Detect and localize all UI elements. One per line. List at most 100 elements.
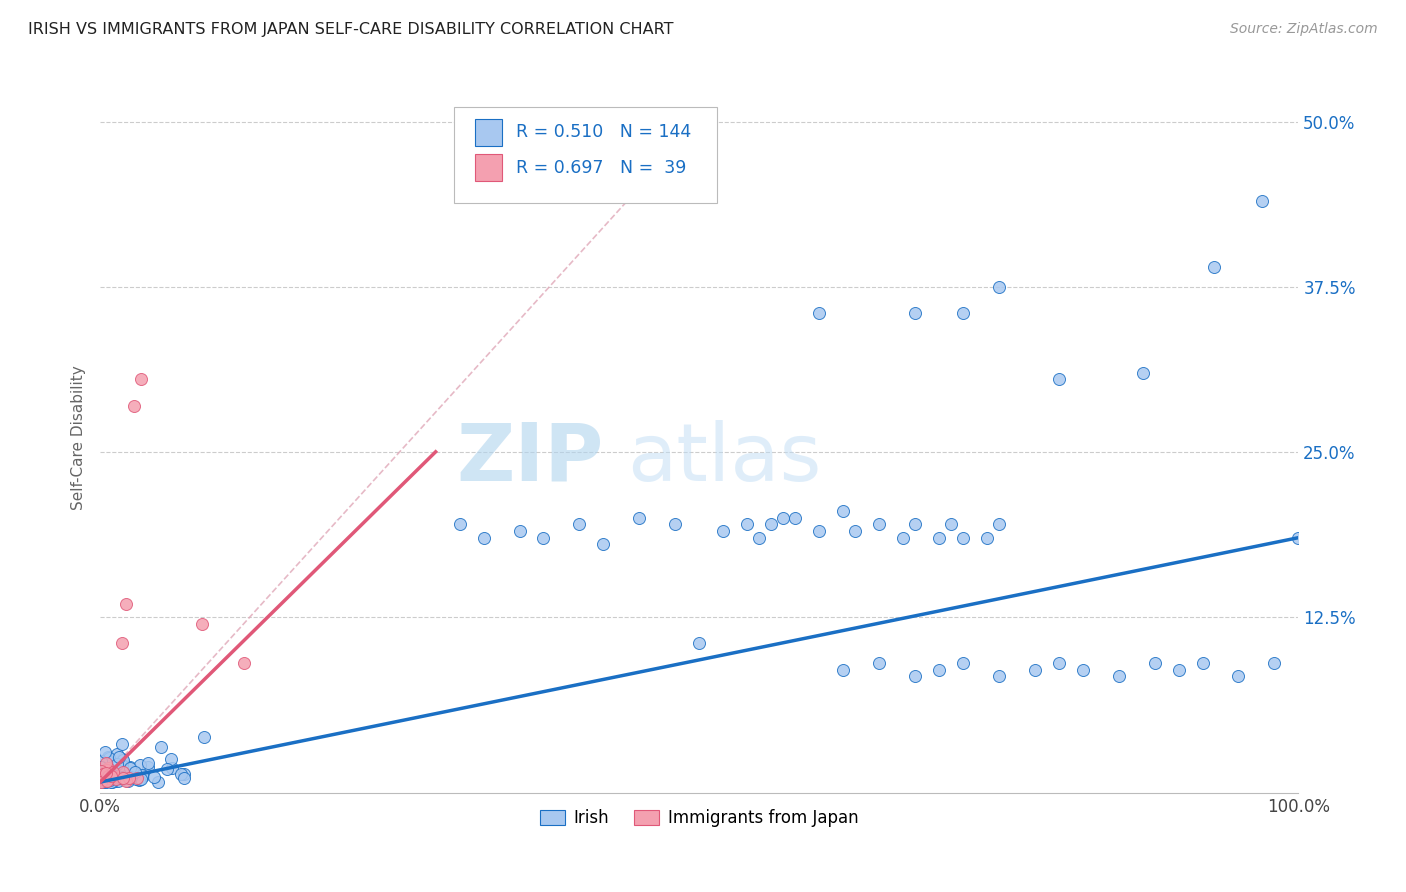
- Point: [90, 754, 112, 768]
- Point: [711, 524, 734, 538]
- Point: [97, 772, 120, 786]
- Point: [449, 517, 471, 532]
- Point: [844, 524, 866, 538]
- Point: [104, 772, 127, 786]
- Point: [94, 774, 117, 789]
- Point: [93, 772, 115, 787]
- Point: [173, 771, 195, 785]
- Point: [136, 760, 159, 774]
- Point: [115, 769, 138, 783]
- Y-axis label: Self-Care Disability: Self-Care Disability: [72, 365, 86, 509]
- Point: [112, 764, 135, 779]
- Point: [124, 772, 146, 786]
- Point: [122, 399, 145, 413]
- Point: [97, 771, 120, 785]
- Point: [107, 747, 129, 761]
- Point: [1047, 372, 1070, 386]
- Point: [100, 774, 122, 789]
- Point: [105, 757, 128, 772]
- Point: [96, 774, 118, 789]
- Point: [1251, 194, 1274, 208]
- Text: R = 0.697   N =  39: R = 0.697 N = 39: [516, 159, 686, 177]
- Point: [162, 761, 184, 775]
- Point: [98, 772, 121, 787]
- Point: [93, 766, 115, 780]
- Point: [111, 636, 134, 650]
- Point: [98, 772, 121, 786]
- Point: [664, 517, 686, 532]
- Point: [232, 656, 254, 670]
- Point: [125, 772, 148, 786]
- Point: [156, 762, 179, 776]
- Point: [101, 770, 124, 784]
- Point: [1227, 669, 1250, 683]
- Text: atlas: atlas: [627, 419, 821, 498]
- Point: [170, 767, 193, 781]
- Point: [98, 765, 121, 780]
- Text: IRISH VS IMMIGRANTS FROM JAPAN SELF-CARE DISABILITY CORRELATION CHART: IRISH VS IMMIGRANTS FROM JAPAN SELF-CARE…: [28, 22, 673, 37]
- Text: ZIP: ZIP: [456, 419, 603, 498]
- Point: [93, 768, 115, 782]
- Point: [868, 517, 890, 532]
- Point: [90, 764, 112, 779]
- Point: [90, 775, 112, 789]
- Point: [111, 753, 134, 767]
- Point: [91, 771, 114, 785]
- Legend: Irish, Immigrants from Japan: Irish, Immigrants from Japan: [534, 803, 865, 834]
- Point: [891, 531, 914, 545]
- Point: [118, 771, 141, 785]
- Point: [118, 761, 141, 775]
- Point: [94, 772, 117, 786]
- Point: [628, 511, 651, 525]
- Point: [173, 767, 195, 781]
- Point: [987, 517, 1010, 532]
- Point: [108, 771, 131, 785]
- Point: [107, 773, 129, 788]
- Point: [904, 306, 927, 320]
- Point: [98, 772, 121, 787]
- Point: [97, 764, 120, 779]
- Point: [108, 749, 131, 764]
- FancyBboxPatch shape: [454, 107, 717, 202]
- Point: [117, 773, 139, 788]
- Point: [107, 771, 129, 785]
- Point: [533, 531, 555, 545]
- Point: [104, 770, 127, 784]
- Point: [592, 537, 614, 551]
- Point: [118, 759, 141, 773]
- Point: [124, 764, 146, 779]
- Point: [112, 771, 135, 785]
- Point: [94, 756, 117, 771]
- Point: [97, 769, 120, 783]
- Point: [1108, 669, 1130, 683]
- Point: [125, 767, 148, 781]
- Point: [131, 768, 153, 782]
- Point: [96, 761, 118, 775]
- Point: [91, 772, 114, 786]
- Text: R = 0.510   N = 144: R = 0.510 N = 144: [516, 123, 692, 141]
- Point: [111, 752, 134, 766]
- Point: [146, 775, 169, 789]
- Point: [90, 774, 112, 789]
- Point: [115, 597, 138, 611]
- Point: [759, 517, 782, 532]
- Point: [94, 773, 117, 788]
- Point: [952, 656, 974, 670]
- Point: [91, 771, 114, 785]
- Point: [125, 772, 148, 786]
- Point: [100, 770, 122, 784]
- Point: [121, 764, 143, 779]
- Point: [91, 764, 114, 779]
- Point: [748, 531, 770, 545]
- Point: [1071, 663, 1094, 677]
- Point: [97, 751, 120, 765]
- Point: [96, 765, 118, 780]
- Point: [93, 770, 115, 784]
- Point: [97, 765, 120, 780]
- Point: [97, 750, 120, 764]
- FancyBboxPatch shape: [475, 154, 502, 181]
- Point: [191, 616, 214, 631]
- Point: [93, 757, 115, 772]
- Point: [111, 772, 134, 786]
- Point: [976, 531, 998, 545]
